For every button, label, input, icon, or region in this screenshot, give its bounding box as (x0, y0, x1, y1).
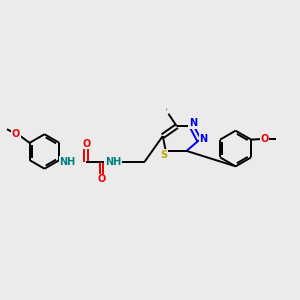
Text: N: N (189, 118, 197, 128)
Text: NH: NH (60, 157, 76, 166)
Text: O: O (98, 174, 106, 184)
Text: S: S (161, 150, 168, 160)
Text: O: O (261, 134, 269, 144)
Text: NH: NH (105, 157, 121, 166)
Text: N: N (199, 134, 207, 144)
Text: O: O (82, 139, 90, 149)
Text: O: O (12, 129, 20, 139)
Text: /: / (166, 108, 168, 112)
